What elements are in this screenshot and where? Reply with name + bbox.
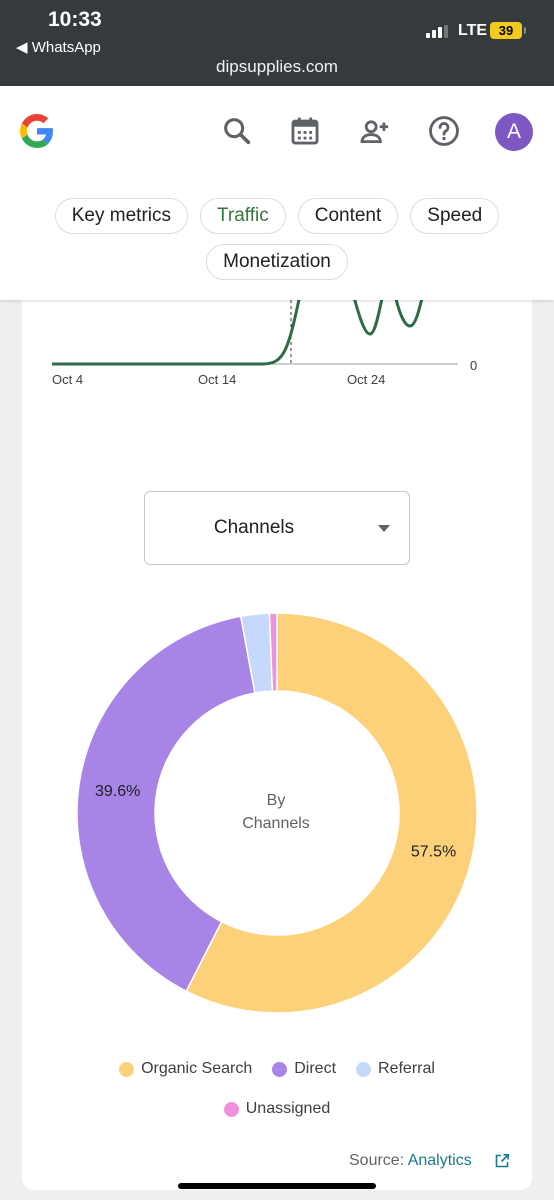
legend-swatch (272, 1061, 288, 1077)
legend-label: Referral (378, 1060, 435, 1077)
legend-label: Unassigned (245, 1100, 331, 1117)
donut-slice-label: 57.5% (411, 844, 456, 861)
traffic-series-line-right (392, 289, 426, 328)
donut-center-label: Channels (242, 815, 310, 832)
legend-item[interactable]: Unassigned (223, 1100, 331, 1118)
donut-center-label: By (267, 792, 286, 809)
source-attribution: Source: Analytics (349, 1152, 472, 1170)
battery-indicator: 39 (490, 22, 526, 39)
add-user-icon[interactable] (357, 114, 391, 148)
legend-swatch (223, 1101, 239, 1117)
tab-monetization[interactable]: Monetization (206, 244, 348, 280)
donut-slice-organic-search[interactable] (185, 612, 478, 1014)
traffic-line-chart: Oct 4 Oct 14 Oct 24 0 (52, 279, 477, 387)
source-prefix: Source: (349, 1152, 405, 1169)
calendar-icon[interactable] (288, 114, 322, 148)
legend-item[interactable]: Direct (272, 1060, 336, 1078)
legend-item[interactable]: Organic Search (119, 1060, 252, 1078)
dimension-select-value: Channels (213, 517, 295, 538)
legend-label: Organic Search (141, 1060, 253, 1077)
network-type: LTE (458, 22, 488, 39)
chart-legend: Unassigned (0, 1100, 554, 1118)
search-icon[interactable] (220, 114, 254, 148)
app-header: A Key metrics Traffic Content Speed Mone… (0, 86, 554, 300)
chart-legend: Organic Search Direct Referral (0, 1060, 554, 1078)
avatar[interactable]: A (495, 113, 533, 151)
legend-label: Direct (294, 1060, 337, 1077)
tab-content[interactable]: Content (297, 198, 399, 234)
home-indicator[interactable] (178, 1183, 376, 1189)
url-bar[interactable]: dipsupplies.com (216, 57, 338, 76)
legend-item[interactable]: Referral (356, 1060, 435, 1078)
google-logo-icon[interactable] (20, 114, 54, 148)
x-tick-label: Oct 24 (347, 372, 385, 387)
status-time: 10:33 (48, 8, 102, 31)
y-tick-label: 0 (470, 358, 477, 373)
tab-speed[interactable]: Speed (410, 198, 500, 234)
dimension-select[interactable]: Channels (144, 491, 410, 565)
dropdown-arrow-icon (378, 525, 390, 532)
tab-bar: Key metrics Traffic Content Speed Moneti… (0, 198, 554, 290)
donut-slice-direct[interactable] (76, 615, 256, 993)
help-icon[interactable] (427, 114, 461, 148)
signal-icon (426, 25, 450, 38)
analytics-link[interactable]: Analytics (407, 1152, 472, 1169)
legend-swatch (356, 1061, 372, 1077)
channels-donut-chart: By Channels 57.5% 39.6% (76, 612, 478, 1014)
traffic-series-line-mid (350, 289, 386, 336)
x-tick-label: Oct 4 (52, 372, 83, 387)
tab-key-metrics[interactable]: Key metrics (54, 198, 188, 234)
x-tick-label: Oct 14 (198, 372, 236, 387)
back-to-app-link[interactable]: ◀ WhatsApp (16, 39, 101, 56)
donut-slice-label: 39.6% (95, 783, 140, 800)
tab-traffic[interactable]: Traffic (200, 198, 286, 234)
legend-swatch (119, 1061, 135, 1077)
status-bar: 10:33 ◀ WhatsApp LTE 39 dipsupplies.com (0, 0, 554, 86)
donut-slice-unassigned[interactable] (268, 612, 278, 692)
external-link-icon[interactable] (494, 1153, 510, 1169)
